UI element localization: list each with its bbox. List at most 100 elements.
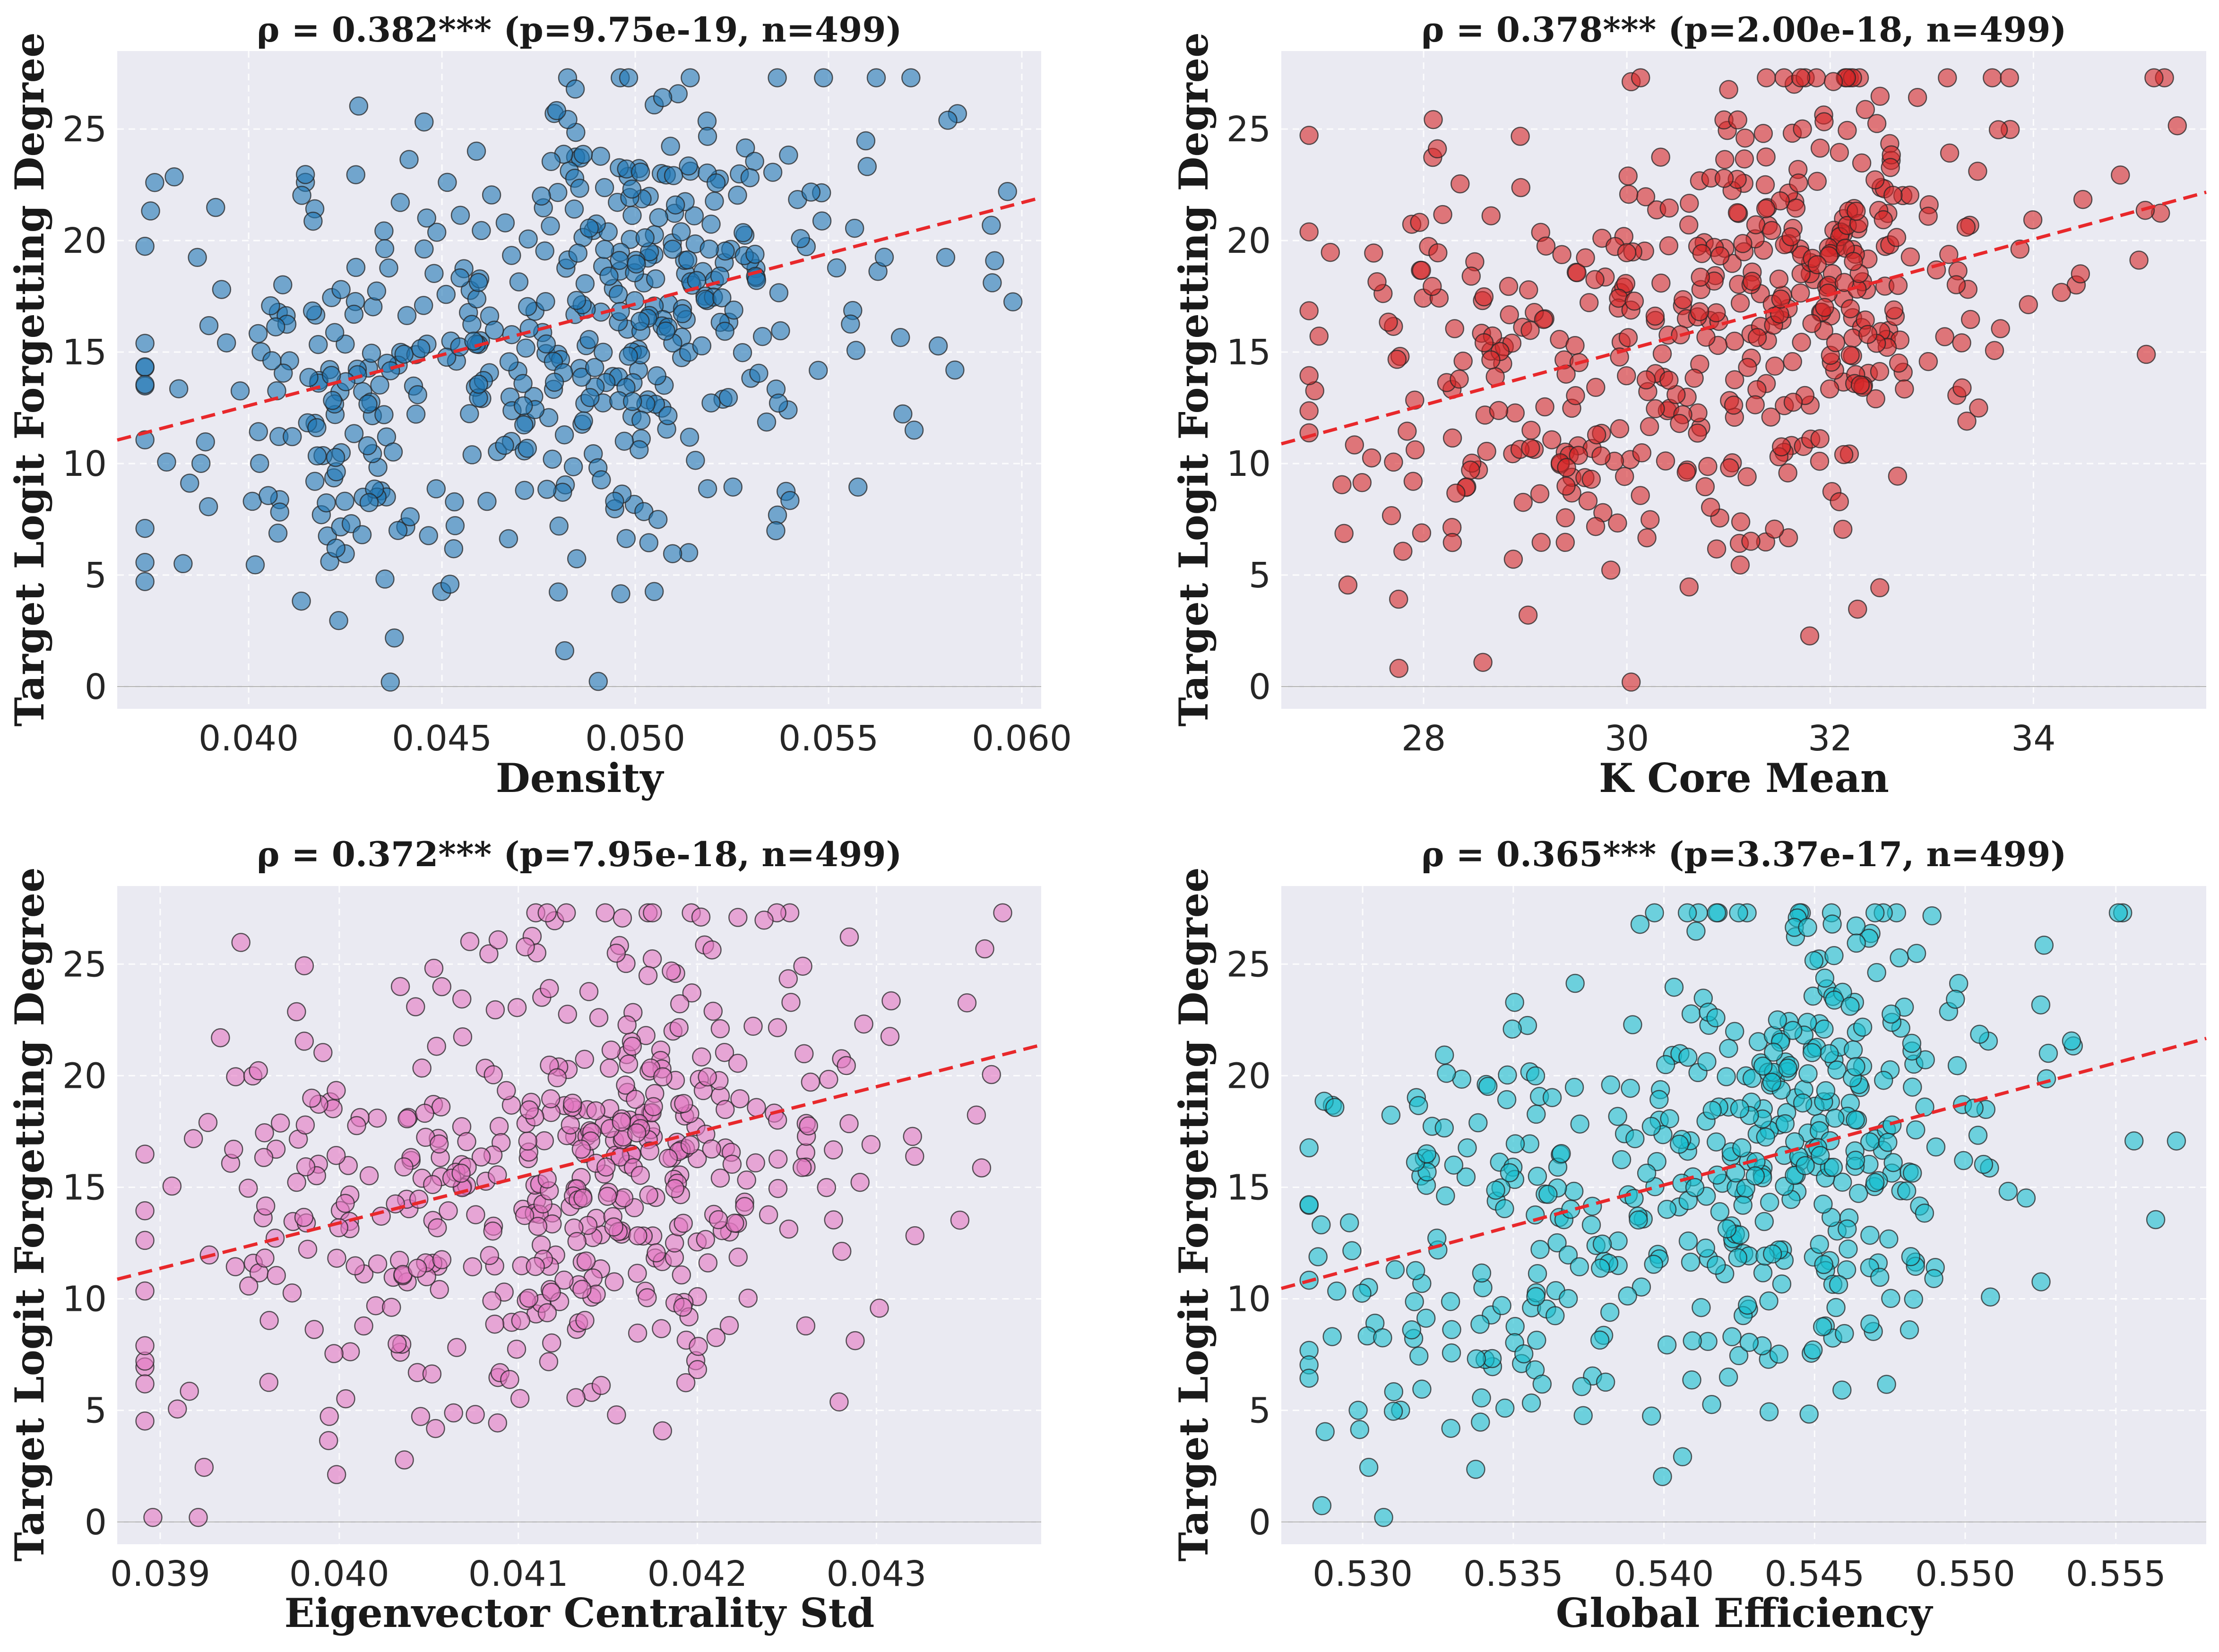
scatter-point <box>1829 1275 1848 1294</box>
scatter-point <box>479 944 499 964</box>
scatter-point <box>1957 411 1977 431</box>
scatter-point <box>1630 914 1650 934</box>
scatter-point <box>1456 1167 1476 1187</box>
scatter-point <box>658 406 678 425</box>
scatter-point <box>249 422 268 441</box>
scatter-point <box>904 421 924 440</box>
scatter-point <box>1552 245 1571 265</box>
scatter-point <box>1860 1225 1880 1245</box>
scatter-point <box>945 360 965 380</box>
scatter-point <box>1732 1138 1752 1158</box>
scatter-point <box>1521 421 1541 440</box>
scatter-point <box>1461 267 1481 286</box>
scatter-point <box>382 1298 401 1317</box>
scatter-point <box>169 379 189 398</box>
scatter-point <box>596 1157 616 1177</box>
scatter-point <box>1900 185 1920 205</box>
scatter-point <box>1556 508 1575 528</box>
scatter-point <box>292 591 311 611</box>
scatter-point <box>347 1116 366 1136</box>
scatter-point <box>801 182 821 202</box>
scatter-point <box>692 1047 711 1067</box>
scatter-point <box>388 521 408 540</box>
scatter-point <box>1652 344 1672 363</box>
x-tick-label: 0.040 <box>199 718 299 759</box>
scatter-point <box>698 1067 717 1087</box>
scatter-point <box>630 1165 650 1185</box>
scatter-point <box>267 1265 286 1285</box>
scatter-point <box>839 1114 859 1134</box>
scatter-point <box>705 191 724 211</box>
scatter-point <box>436 284 456 304</box>
scatter-point <box>1756 147 1776 167</box>
x-axis-label: Eigenvector Centrality Std <box>285 1590 875 1636</box>
scatter-point <box>627 1123 647 1143</box>
scatter-point <box>325 323 345 342</box>
scatter-point <box>706 173 726 193</box>
scatter-point <box>1678 1231 1698 1251</box>
scatter-point <box>1926 1137 1946 1157</box>
scatter-point <box>710 267 730 286</box>
scatter-point <box>1003 292 1023 312</box>
scatter-point <box>1526 1287 1546 1307</box>
scatter-point <box>1528 1264 1547 1283</box>
scatter-point <box>678 250 698 270</box>
scatter-point <box>1838 120 1857 140</box>
scatter-point <box>1591 1258 1610 1278</box>
scatter-point <box>771 321 790 341</box>
scatter-point <box>1799 1404 1819 1424</box>
y-tick-label: 0 <box>1249 1502 1271 1543</box>
scatter-point <box>1798 918 1817 937</box>
scatter-point <box>716 1100 735 1119</box>
scatter-point <box>554 1270 574 1290</box>
scatter-point <box>518 439 537 458</box>
scatter-point <box>135 1411 155 1431</box>
scatter-point <box>701 393 721 413</box>
scatter-point <box>1578 491 1598 511</box>
scatter-point <box>547 1068 567 1088</box>
scatter-point <box>1692 1298 1711 1317</box>
y-axis-label: Target Logit Forgetting Degree <box>1170 32 1217 726</box>
scatter-point <box>1839 1239 1858 1259</box>
scatter-point <box>1826 1298 1846 1317</box>
scatter-point <box>809 361 828 380</box>
scatter-point <box>388 1334 407 1354</box>
scatter-point <box>866 68 886 87</box>
scatter-point <box>957 993 977 1013</box>
scatter-point <box>173 554 193 574</box>
scatter-point <box>1793 1093 1813 1113</box>
scatter-point <box>294 1208 314 1227</box>
scatter-point <box>484 1065 503 1084</box>
scatter-point <box>540 979 559 998</box>
scatter-point <box>254 1148 274 1167</box>
scatter-point <box>302 1088 321 1108</box>
scatter-point <box>1612 1150 1632 1170</box>
scatter-point <box>1714 169 1734 188</box>
scatter-point <box>296 1157 316 1177</box>
scatter-point <box>698 127 717 146</box>
scatter-point <box>1520 320 1540 340</box>
scatter-point <box>2000 68 2019 87</box>
scatter-point <box>536 292 555 311</box>
scatter-point <box>1956 217 1976 237</box>
scatter-point <box>1722 1327 1742 1347</box>
scatter-point <box>1682 1370 1701 1390</box>
scatter-point <box>1617 243 1637 262</box>
scatter-point <box>1362 448 1381 468</box>
scatter-point <box>567 549 587 568</box>
y-tick-label: 25 <box>62 944 107 985</box>
scatter-point <box>1847 201 1866 221</box>
scatter-point <box>548 582 568 602</box>
scatter-point <box>1827 1060 1847 1080</box>
scatter-point <box>1359 1458 1379 1477</box>
scatter-point <box>1423 276 1442 296</box>
scatter-point <box>622 206 642 225</box>
scatter-point <box>2167 116 2187 136</box>
scatter-point <box>975 939 994 959</box>
scatter-point <box>719 1316 739 1335</box>
scatter-point <box>1659 198 1679 218</box>
y-axis-label: Target Logit Forgetting Degree <box>6 32 53 726</box>
scatter-point <box>1792 333 1811 352</box>
scatter-point <box>2023 210 2043 230</box>
scatter-point <box>715 1042 734 1062</box>
